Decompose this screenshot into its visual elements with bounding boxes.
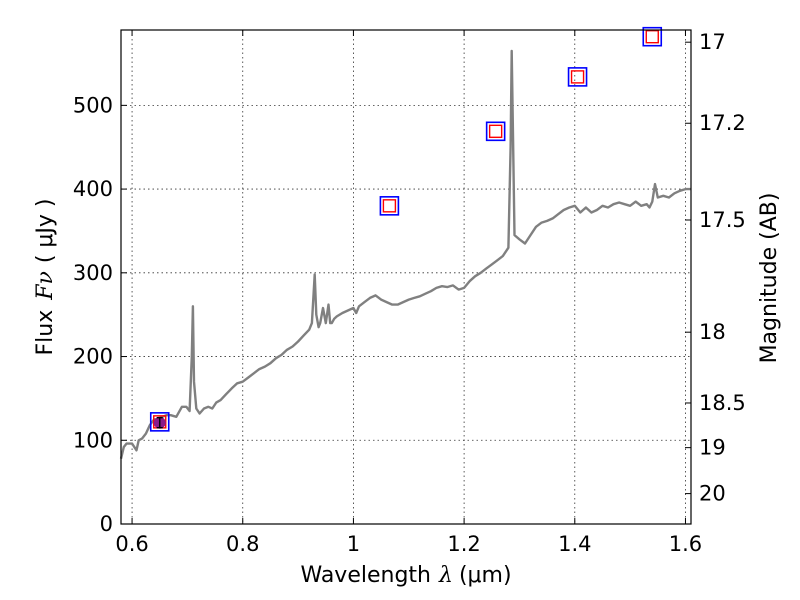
y2-tick-label: 18 xyxy=(699,320,726,344)
photometry-box-outer xyxy=(642,26,663,47)
x-tick-label: 1.4 xyxy=(558,532,591,556)
y2-tick-label: 17 xyxy=(699,30,726,54)
x-tick-label: 1 xyxy=(347,532,360,556)
x-tick-label: 0.8 xyxy=(226,532,259,556)
x-tick-label: 0.6 xyxy=(115,532,148,556)
y-tick-label: 400 xyxy=(73,177,113,201)
photometry-box-inner xyxy=(570,70,585,84)
y2-axis-label: Magnitude (AB) xyxy=(757,193,782,364)
y-tick-label: 0 xyxy=(100,512,113,536)
grid-lines xyxy=(121,30,691,525)
photometry-box-outer xyxy=(485,121,506,142)
y-tick-label: 200 xyxy=(73,345,113,369)
axis-ticks: 0.6 0.8 1 1.2 1.4 1.6 0 100 200 300 400 500 17 17.2 17… xyxy=(73,30,746,556)
y2-tick-label: 18.5 xyxy=(699,391,746,415)
photometry-box-outer xyxy=(379,196,400,216)
y2-tick-label: 17.5 xyxy=(699,208,746,232)
y-tick-label: 100 xyxy=(73,428,113,452)
x-axis-label: Wavelength λ (μm) xyxy=(300,563,511,588)
y-axis-label: FluxFν( μJy ) xyxy=(33,198,58,355)
x-tick-label: 1.6 xyxy=(669,532,702,556)
photometry-box-outer xyxy=(149,412,170,432)
x-tick-label: 1.2 xyxy=(447,532,480,556)
plot-frame xyxy=(120,29,692,525)
photometry-box-outer xyxy=(567,67,588,87)
plot-area xyxy=(119,26,691,459)
photometry-box-inner xyxy=(488,124,503,139)
spectrum-line xyxy=(119,49,691,459)
photometry-box-inner xyxy=(382,199,397,213)
y2-tick-label: 17.2 xyxy=(699,111,746,135)
y-tick-label: 500 xyxy=(73,93,113,117)
y-tick-label: 300 xyxy=(73,261,113,285)
y2-tick-label: 19 xyxy=(699,436,726,460)
y2-tick-label: 20 xyxy=(699,482,726,506)
photometry-box-inner xyxy=(645,29,659,44)
